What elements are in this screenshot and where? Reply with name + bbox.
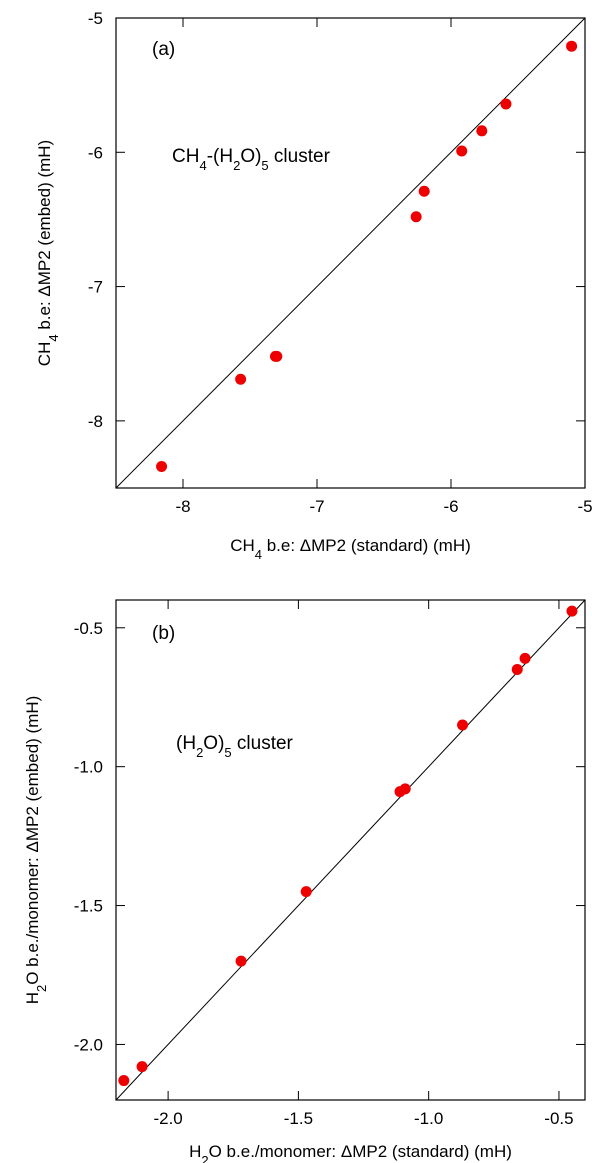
axis-label-subscript: 2	[201, 1153, 208, 1163]
y-tick-label: -7	[88, 278, 103, 297]
y-tick-label: -5	[88, 9, 103, 28]
panel-b-plot: -2.0 -1.5 -1.0 -0.5-2.0-1.5-1.0-0.5 (b) (H2…	[23, 599, 586, 1163]
y-tick-label: -2.0	[74, 1035, 103, 1054]
data-point	[399, 783, 411, 795]
x-tick-label: -7	[309, 497, 324, 516]
annotation-text: CH	[172, 146, 199, 167]
axis-label-subscript: 4	[255, 547, 262, 562]
x-tick-label: -1.5	[284, 1109, 313, 1128]
axis-label-text: CH	[35, 342, 54, 367]
axis-label-text: O b.e./monomer: ΔMP2 (embed) (mH)	[23, 696, 42, 985]
data-point	[271, 350, 283, 362]
y-tick-label: -1.0	[74, 758, 103, 777]
data-point	[476, 125, 488, 137]
data-point	[566, 605, 578, 617]
annotation-text: (H	[176, 733, 196, 754]
cluster-annotation: CH4-(H2O)5 cluster	[172, 146, 331, 173]
data-point	[418, 185, 430, 197]
x-tick-label: -8	[175, 497, 190, 516]
axis-label-text: O b.e./monomer: ΔMP2 (standard) (mH)	[209, 1142, 512, 1161]
axis-label-text: H	[23, 992, 42, 1004]
data-point	[457, 719, 469, 731]
y-tick-label: -8	[88, 412, 103, 431]
identity-line	[115, 17, 586, 489]
data-point	[235, 373, 247, 385]
axis-label-text: b.e: ΔMP2 (standard) (mH)	[262, 536, 471, 555]
annotation-text: -(H	[207, 146, 233, 167]
panel-label: (b)	[152, 623, 175, 644]
annotation-subscript: 2	[196, 745, 203, 760]
annotation-text: O)	[203, 733, 224, 754]
y-axis-label: H2O b.e./monomer: ΔMP2 (embed) (mH)	[23, 696, 49, 1005]
y-tick-label: -0.5	[74, 619, 103, 638]
x-tick-label: -6	[443, 497, 458, 516]
data-point	[156, 461, 168, 473]
annotation-subscript: 4	[199, 158, 206, 173]
data-point	[118, 1075, 130, 1087]
plot-frame	[115, 599, 586, 1101]
data-points	[156, 40, 578, 473]
y-tick-label: -6	[88, 143, 103, 162]
axis-label-subscript: 4	[46, 334, 61, 341]
axis-label-text: CH	[230, 536, 255, 555]
annotation-subscript: 5	[224, 745, 231, 760]
annotation-text: cluster	[232, 733, 294, 754]
data-point	[500, 98, 512, 110]
x-tick-label: -1.0	[414, 1109, 443, 1128]
data-point	[235, 955, 247, 967]
x-axis-label: CH4 b.e: ΔMP2 (standard) (mH)	[230, 536, 471, 562]
x-axis-label: H2O b.e./monomer: ΔMP2 (standard) (mH)	[189, 1142, 512, 1163]
panel-a-plot: -8 -7 -6 -5-8-7-6-5 (a) CH4-(H2O)5 cluster …	[35, 9, 592, 562]
x-tick-label: -2.0	[153, 1109, 182, 1128]
annotation-subscript: 5	[261, 158, 268, 173]
identity-line	[115, 599, 586, 1101]
axis-ticks: -2.0 -1.5 -1.0 -0.5 -2.0 -1.5 -1.0 -0.5	[74, 600, 585, 1128]
data-point	[300, 886, 312, 898]
cluster-annotation: (H2O)5 cluster	[176, 733, 294, 760]
axis-label-text: H	[189, 1142, 201, 1161]
data-point	[511, 663, 523, 675]
x-tick-label: -5	[577, 497, 592, 516]
panel-label: (a)	[152, 39, 175, 60]
x-tick-label: -0.5	[544, 1109, 573, 1128]
annotation-text: O)	[240, 146, 261, 167]
annotation-subscript: 2	[233, 158, 240, 173]
y-axis-label: CH4 b.e: ΔMP2 (embed) (mH)	[35, 140, 61, 366]
data-point	[566, 40, 578, 52]
axis-ticks: -8 -7 -6 -5 -8 -7 -6 -5	[88, 9, 592, 516]
data-point	[519, 652, 531, 664]
y-tick-label: -1.5	[74, 897, 103, 916]
plot-frame	[115, 17, 586, 489]
annotation-text: cluster	[269, 146, 331, 167]
data-points	[118, 605, 578, 1087]
data-point	[456, 145, 468, 157]
data-point	[410, 211, 422, 223]
axis-label-text: b.e: ΔMP2 (embed) (mH)	[35, 140, 54, 335]
data-point	[136, 1061, 148, 1073]
axis-label-subscript: 2	[34, 985, 49, 992]
